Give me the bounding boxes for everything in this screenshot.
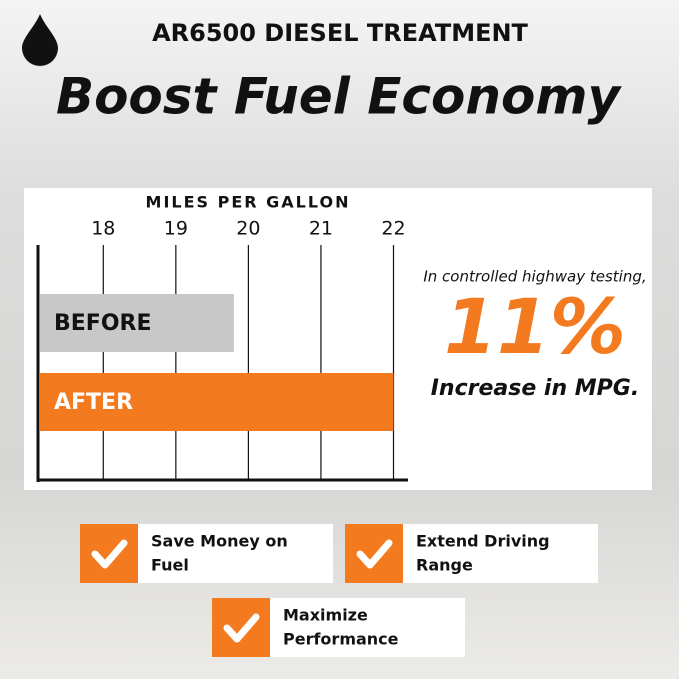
benefit-text: Extend Driving [416,532,550,551]
check-icon [91,539,128,569]
x-tick-label: 20 [236,218,260,240]
bar-label: AFTER [54,390,133,415]
callout-figure: 11% [444,282,626,371]
benefit-text: Range [416,556,473,575]
chart: 18 19 20 21 22 BEFORE AFTER [40,218,406,480]
check-box [345,524,403,583]
x-tick-label: 21 [309,218,333,240]
bar [40,373,394,431]
benefit-text: Performance [283,630,399,649]
check-box [212,598,270,657]
headline: Boost Fuel Economy [56,68,622,126]
check-box [80,524,138,583]
subtitle: AR6500 DIESEL TREATMENT [152,19,528,47]
x-tick-label: 18 [91,218,115,240]
check-icon [223,613,260,643]
bar [40,294,234,352]
drop-icon [22,14,58,66]
callout-text: Increase in MPG. [431,376,639,401]
benefit-text: Fuel [151,556,189,575]
check-icon [356,539,393,569]
x-tick-label: 22 [381,218,405,240]
axis-title: MILES PER GALLON [146,193,351,212]
benefits: Save Money on Fuel Extend Driving Range Maxi… [80,524,598,657]
benefit-text: Save Money on [151,532,288,551]
callout-intro: In controlled highway testing, [423,268,646,286]
benefit-text: Maximize [283,606,368,625]
bar-label: BEFORE [54,311,152,336]
x-tick-label: 19 [164,218,188,240]
